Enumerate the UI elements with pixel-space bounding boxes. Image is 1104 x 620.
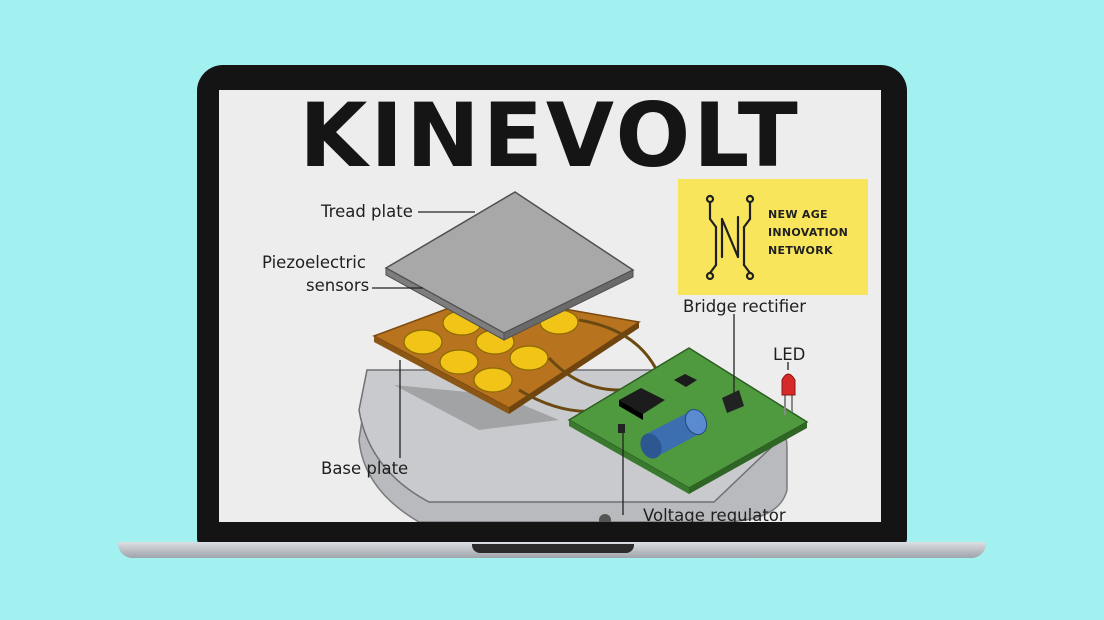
device-diagram [358, 191, 809, 522]
label-led: LED [773, 345, 806, 364]
logo-mark-icon [705, 194, 755, 281]
screen: KINEVOLT [219, 90, 881, 522]
logo-line-3: NETWORK [768, 244, 833, 257]
label-voltage-regulator: Voltage regulator [643, 506, 786, 522]
main-chip [619, 388, 665, 414]
base-plate-hole [599, 514, 611, 522]
label-base-plate: Base plate [321, 459, 409, 478]
laptop-notch [472, 544, 634, 553]
label-bridge-rectifier: Bridge rectifier [683, 297, 807, 316]
capacitor [640, 408, 708, 459]
label-piezo-line2: sensors [306, 276, 370, 295]
label-tread-plate: Tread plate [321, 202, 413, 221]
led-component [781, 373, 796, 415]
tread-plate [384, 191, 635, 334]
bridge-rectifier-chip [722, 390, 744, 413]
logo: NEW AGE INNOVATION NETWORK [678, 179, 868, 295]
label-piezo-line1: Piezoelectric [262, 253, 366, 272]
page-title: KINEVOLT [299, 90, 801, 187]
small-chip [674, 374, 697, 387]
logo-line-1: NEW AGE [768, 208, 828, 221]
logo-line-2: INNOVATION [768, 226, 849, 239]
